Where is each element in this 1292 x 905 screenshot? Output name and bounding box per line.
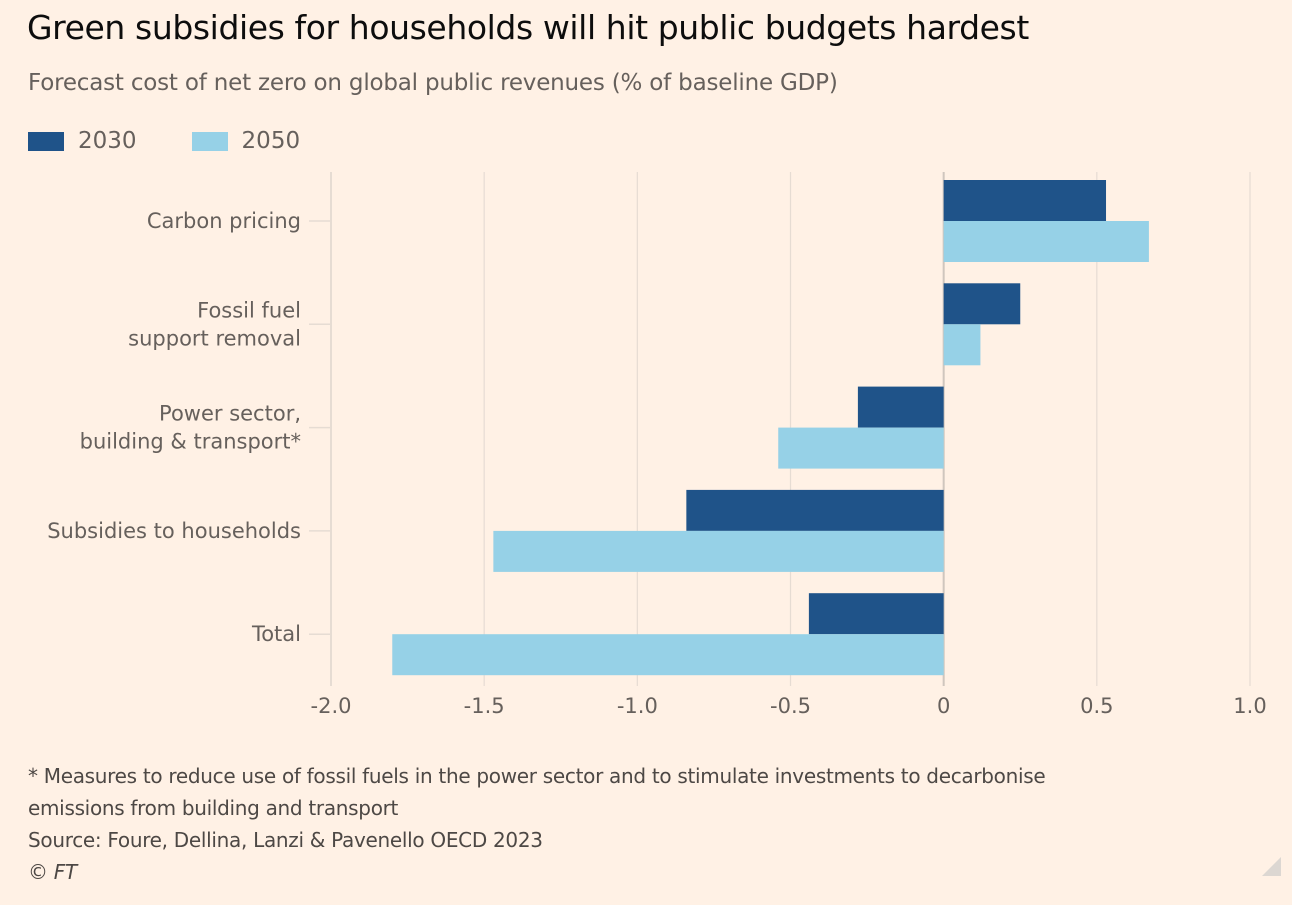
- x-tick-label: -1.0: [617, 694, 658, 718]
- x-tick-label: 0.5: [1080, 694, 1113, 718]
- copyright-text: © FT: [28, 860, 77, 884]
- legend-item-2050: 2050: [191, 128, 301, 154]
- bar-2050-2: [778, 427, 944, 469]
- legend-item-2030: 2030: [28, 128, 137, 154]
- bar-2050-0: [943, 221, 1149, 262]
- category-label-line: Carbon pricing: [147, 209, 301, 233]
- category-label-line: Fossil fuel: [197, 298, 301, 322]
- bar-2030-4: [808, 593, 944, 635]
- category-label: Carbon pricing: [147, 209, 301, 233]
- legend-swatch-2050: [191, 131, 228, 151]
- category-label: Power sector, building & transport*: [80, 402, 301, 454]
- footnote-note-line2: emissions from building and transport: [28, 796, 399, 820]
- legend-swatch-2030: [28, 131, 64, 151]
- bar-2050-1: [943, 324, 981, 366]
- category-label-line: support removal: [128, 326, 301, 350]
- footnote: * Measures to reduce use of fossil fuels…: [28, 760, 1228, 888]
- category-label: Subsidies to households: [47, 519, 301, 543]
- x-tick-label: -2.0: [311, 694, 352, 718]
- category-label-line: building & transport*: [80, 430, 301, 454]
- resize-handle-icon[interactable]: [1262, 857, 1281, 876]
- bar-2030-1: [943, 283, 1021, 325]
- chart-subtitle: Forecast cost of net zero on global publ…: [28, 70, 838, 96]
- bar-2030-0: [943, 180, 1107, 221]
- source-text: Source: Foure, Dellina, Lanzi & Pavenell…: [28, 828, 543, 852]
- x-tick-label: 1.0: [1233, 694, 1266, 718]
- legend-label-2050: 2050: [241, 128, 301, 154]
- category-label-line: Subsidies to households: [47, 519, 301, 543]
- legend: 2030 2050: [28, 128, 355, 154]
- bar-2050-3: [493, 530, 944, 572]
- x-tick-label: -0.5: [770, 694, 811, 718]
- footnote-note-line1: * Measures to reduce use of fossil fuels…: [28, 764, 1046, 788]
- bar-2050-4: [392, 634, 944, 676]
- bar-2030-3: [686, 489, 944, 531]
- legend-label-2030: 2030: [78, 128, 137, 154]
- category-label: Total: [251, 622, 301, 646]
- category-label-line: Total: [251, 622, 301, 646]
- bar-2030-2: [857, 386, 944, 428]
- chart-title: Green subsidies for households will hit …: [27, 8, 1029, 47]
- category-label-line: Power sector,: [159, 402, 301, 426]
- category-label: Fossil fuel support removal: [128, 298, 301, 350]
- x-tick-label: 0: [937, 694, 950, 718]
- x-tick-label: -1.5: [464, 694, 505, 718]
